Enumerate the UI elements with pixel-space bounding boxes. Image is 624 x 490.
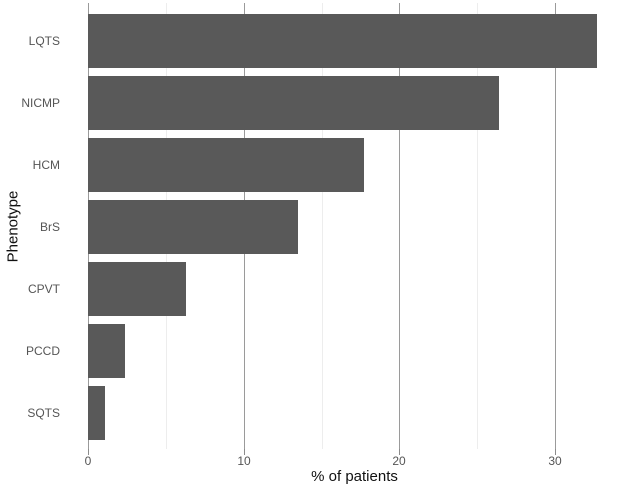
x-tick-label: 20 xyxy=(392,454,406,468)
y-tick-label-pccd: PCCD xyxy=(25,344,60,358)
y-tick-label-lqts: LQTS xyxy=(28,34,60,48)
y-tick-label-hcm: HCM xyxy=(32,158,60,172)
bar-sqts xyxy=(88,386,105,440)
x-tick-mark xyxy=(555,449,556,455)
y-tick-label-nicmp: NICMP xyxy=(21,96,60,110)
y-tick-label-cpvt: CPVT xyxy=(27,282,60,296)
x-tick-label: 30 xyxy=(548,454,562,468)
minor-gridline xyxy=(477,3,478,449)
major-gridline xyxy=(399,3,400,449)
bar-nicmp xyxy=(88,76,499,130)
y-tick-label-brs: BrS xyxy=(39,220,60,234)
bar-pccd xyxy=(88,324,125,378)
minor-gridline xyxy=(322,3,323,449)
bar-hcm xyxy=(88,138,364,192)
x-tick-mark xyxy=(88,449,89,455)
x-tick-label: 0 xyxy=(84,454,92,468)
x-tick-mark xyxy=(244,449,245,455)
bar-lqts xyxy=(88,14,597,68)
bar-brs xyxy=(88,200,298,254)
major-gridline xyxy=(555,3,556,449)
x-tick-mark xyxy=(399,449,400,455)
y-tick-label-sqts: SQTS xyxy=(27,406,60,420)
x-tick-label: 10 xyxy=(237,454,251,468)
chart-panel xyxy=(88,3,621,449)
x-axis-title: % of patients xyxy=(311,468,398,485)
bar-cpvt xyxy=(88,262,186,316)
